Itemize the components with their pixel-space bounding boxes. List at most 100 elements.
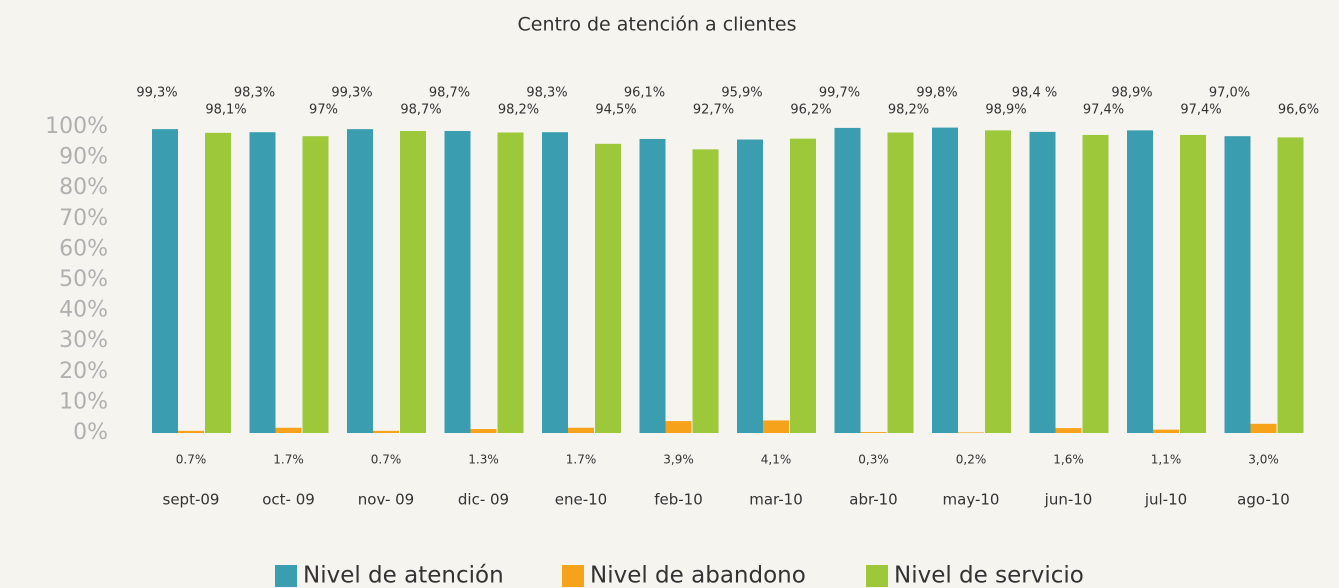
bar [275,427,302,433]
data-label: 0,3% [858,453,889,467]
data-label: 98,7% [400,103,441,118]
y-tick-label: 100% [45,114,108,139]
data-label: 98,3% [526,86,567,101]
legend-swatch [275,565,297,587]
y-tick-label: 50% [59,267,108,292]
data-label: 97,0% [1209,86,1250,101]
x-tick-label: ago-10 [1237,491,1290,509]
data-label: 98,4 % [1012,86,1057,101]
data-label: 99,7% [819,86,860,101]
bar [542,132,568,433]
bar [347,129,373,433]
y-tick-label: 80% [59,175,108,200]
bar [1153,429,1179,433]
bar [1180,134,1206,433]
data-label: 97,4% [1180,103,1221,118]
bar [595,143,621,433]
data-label: 94,5% [595,103,636,118]
y-tick-label: 70% [59,206,108,231]
bar [1224,136,1251,433]
bar [932,127,958,433]
bar [958,432,984,433]
legend-label: Nivel de abandono [590,563,806,588]
legend-label: Nivel de servicio [894,563,1084,588]
data-label: 98,2% [498,103,539,118]
x-tick-label: abr-10 [849,491,897,509]
bar [152,129,178,433]
data-label: 99,3% [331,86,372,101]
bar [639,138,666,433]
y-tick-label: 60% [59,236,108,261]
y-tick-label: 90% [59,145,108,170]
bar [373,430,399,433]
x-tick-label: jun-10 [1044,491,1093,509]
bar [860,432,887,433]
bar [1250,423,1277,433]
x-tick-label: feb-10 [654,491,703,509]
chart-title: Centro de atención a clientes [517,14,796,36]
bar [470,429,497,433]
x-tick-label: may-10 [943,491,1000,509]
bar [985,130,1011,433]
bar [1082,134,1109,433]
legend-label: Nivel de atención [303,563,504,588]
bar [444,130,471,433]
data-label: 0.7% [371,453,402,467]
data-label: 99,3% [136,86,177,101]
bar [665,421,692,433]
y-tick-label: 0% [73,420,108,445]
data-label: 1,1% [1151,453,1182,467]
bar [205,132,231,433]
data-label: 98,3% [234,86,275,101]
bar [737,139,763,433]
data-label: 95,9% [721,86,762,101]
bar [692,149,719,433]
data-label: 4,1% [761,453,792,467]
data-label: 1.3% [468,453,499,467]
x-tick-label: jul-10 [1144,491,1187,509]
bar [1127,130,1153,433]
data-label: 98,1% [205,103,246,118]
data-label: 0.7% [176,453,207,467]
bar [887,132,914,433]
legend-swatch [866,565,888,587]
x-tick-label: dic- 09 [458,491,509,509]
data-label: 1,6% [1053,453,1084,467]
data-label: 98,9% [1111,86,1152,101]
bar [568,427,594,433]
data-label: 1.7% [566,453,597,467]
bar [1055,428,1082,433]
bar [400,130,426,433]
data-label: 1.7% [273,453,304,467]
bar [790,138,816,434]
bar [1277,137,1304,434]
x-tick-label: oct- 09 [262,491,315,509]
data-label: 98,7% [429,86,470,101]
data-label: 0,2% [956,453,987,467]
data-label: 3,0% [1248,453,1279,467]
bar [763,420,789,433]
data-label: 98,2% [888,103,929,118]
data-label: 96,6% [1278,103,1319,118]
data-label: 98,9% [985,103,1026,118]
y-tick-label: 40% [59,298,108,323]
bar [1029,131,1056,433]
bar [249,132,276,433]
data-label: 92,7% [693,103,734,118]
bar [178,430,204,433]
x-tick-label: nov- 09 [358,491,414,509]
data-label: 99,8% [916,86,957,101]
data-label: 97,4% [1083,103,1124,118]
x-tick-label: sept-09 [163,491,220,509]
data-label: 96,1% [624,86,665,101]
x-tick-label: ene-10 [555,491,607,509]
bar [834,127,861,433]
legend-swatch [562,565,584,587]
y-tick-label: 30% [59,328,108,353]
bar [497,132,524,433]
data-label: 97% [309,103,338,118]
data-label: 96,2% [790,103,831,118]
data-label: 3,9% [663,453,694,467]
bar [302,136,329,433]
